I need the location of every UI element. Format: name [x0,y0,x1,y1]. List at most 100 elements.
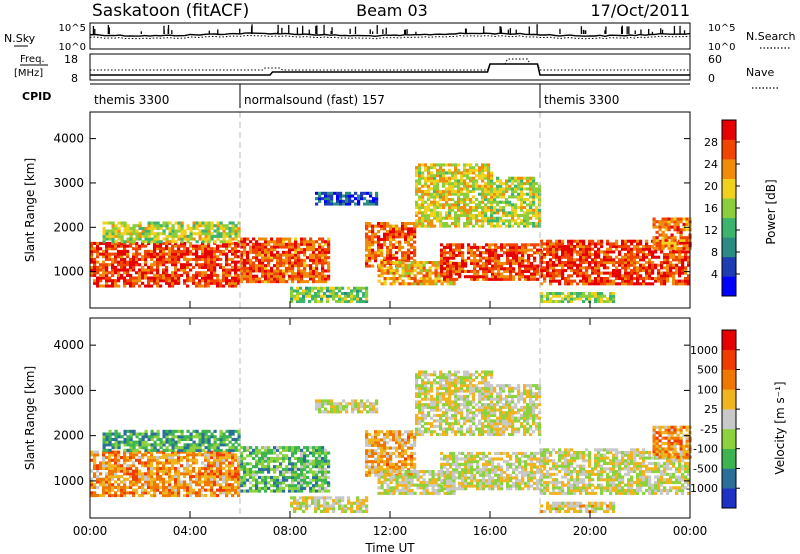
echo-cell [186,469,190,473]
echo-cell [246,448,250,452]
echo-cell [234,241,238,245]
echo-cell [108,488,112,492]
echo-cell [273,451,277,455]
echo-cell [624,258,628,262]
echo-cell [549,242,553,246]
echo-cell [500,272,504,276]
echo-cell [585,255,589,259]
echo-cell [183,443,187,447]
echo-cell [529,179,533,183]
echo-cell [201,229,205,233]
nsky-panel: N.Sky 10^5 10^0 10^5 10^0 N.Search [4,22,796,53]
echo-cell [488,245,492,249]
echo-cell [509,269,513,273]
colorbar-swatch [722,120,736,140]
echo-cell [183,485,187,490]
echo-cell [168,458,172,462]
echo-cell [255,448,259,452]
echo-cell [410,243,414,247]
echo-cell [421,219,425,223]
echo-cell [452,271,456,275]
echo-cell [503,269,507,273]
echo-cell [478,214,482,218]
echo-cell [231,252,235,256]
echo-cell [291,280,295,284]
echo-cell [684,277,688,281]
echo-cell [255,446,259,450]
echo-cell [515,243,519,247]
echo-cell [612,242,616,246]
echo-cell [380,248,384,252]
echo-cell [454,171,458,175]
echo-cell [508,211,512,215]
echo-cell [219,491,223,495]
echo-cell [371,264,375,268]
echo-cell [300,277,304,281]
echo-cell [294,245,298,249]
echo-cell [174,271,178,275]
echo-cell [117,232,121,236]
echo-cell [180,429,184,433]
echo-cell [511,192,515,196]
echo-cell [609,294,613,298]
echo-cell [657,255,661,259]
echo-cell [375,199,379,203]
echo-cell [591,242,595,246]
echo-cell [529,216,533,220]
echo-cell [463,187,467,191]
echo-cell [466,214,470,218]
echo-cell [570,279,574,283]
echo-cell [433,208,437,212]
echo-cell [532,176,536,180]
echo-cell [457,190,461,194]
echo-cell [585,266,589,270]
echo-cell [639,258,643,262]
echo-cell [96,475,100,479]
echo-cell [114,271,118,275]
echo-cell [201,472,205,476]
echo-cell [147,450,151,454]
echo-cell [135,234,139,238]
echo-cell [120,485,124,490]
echo-cell [479,245,483,249]
y-tick-label: 3000 [53,176,84,190]
echo-cell [165,273,169,277]
echo-cell [526,222,530,226]
echo-cell [141,461,145,465]
echo-cell [454,219,458,223]
echo-cell [180,450,184,454]
echo-cell [540,245,544,249]
echo-cell [279,264,283,268]
echo-cell [497,245,501,249]
echo-cell [558,245,562,249]
echo-cell [210,271,214,275]
echo-cell [207,263,211,267]
echo-cell [509,245,513,249]
echo-cell [270,478,274,482]
echo-cell [192,491,196,495]
echo-cell [138,450,142,454]
echo-cell [657,274,661,278]
echo-cell [177,276,181,280]
echo-cell [213,440,217,444]
echo-cell [291,245,295,249]
echo-cell [129,432,133,436]
echo-cell [594,279,598,283]
echo-cell [309,269,313,273]
echo-cell [177,475,181,479]
echo-cell [234,232,238,236]
echo-cell [282,272,286,276]
echo-cell [195,483,199,487]
echo-cell [392,243,396,247]
echo-cell [192,443,196,447]
echo-cell [300,274,304,278]
echo-cell [490,182,494,186]
echo-cell [156,265,160,269]
echo-cell [684,255,688,259]
echo-cell [228,263,232,267]
echo-cell [225,448,229,452]
echo-cell [165,494,169,498]
echo-cell [114,241,118,245]
echo-cell [407,266,411,270]
echo-cell [219,232,223,236]
